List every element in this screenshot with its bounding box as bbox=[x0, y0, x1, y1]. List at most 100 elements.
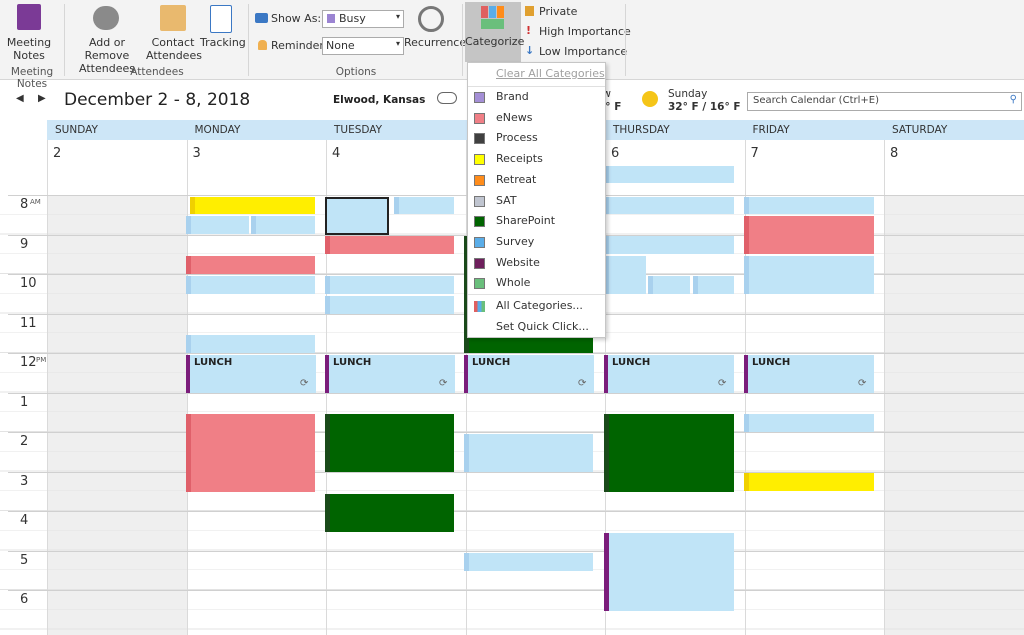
menu-item[interactable]: All Categories... bbox=[468, 296, 605, 316]
add-remove-attendees-button[interactable]: Add or Remove Attendees bbox=[79, 36, 135, 75]
reminder-value: None bbox=[326, 39, 355, 52]
lock-icon bbox=[525, 6, 534, 16]
hour-suffix: PM bbox=[36, 356, 47, 364]
appointment[interactable] bbox=[648, 276, 690, 294]
tracking-button[interactable]: Tracking bbox=[200, 36, 246, 49]
category-name: Whole bbox=[496, 276, 531, 290]
appointment[interactable] bbox=[604, 236, 734, 254]
menu-item[interactable]: SAT bbox=[468, 191, 605, 211]
high-importance-button[interactable]: High Importance bbox=[539, 25, 631, 38]
next-button[interactable]: ▶ bbox=[38, 93, 46, 104]
hour-label: 2 bbox=[20, 434, 29, 449]
appointment[interactable] bbox=[325, 414, 454, 472]
selected-slot[interactable] bbox=[325, 197, 389, 235]
hour-label: 10 bbox=[20, 276, 37, 291]
category-swatch bbox=[474, 174, 485, 186]
menu-item[interactable]: Website bbox=[468, 253, 605, 273]
appointment[interactable] bbox=[604, 197, 734, 214]
prev-button[interactable]: ◀ bbox=[16, 93, 24, 104]
menu-item[interactable]: eNews bbox=[468, 108, 605, 128]
low-importance-button[interactable]: Low Importance bbox=[539, 45, 628, 58]
hour-line bbox=[8, 392, 1024, 394]
recurrence-glyph: ⟳ bbox=[439, 378, 448, 389]
appointment[interactable] bbox=[186, 256, 315, 274]
day-name: THURSDAY bbox=[613, 124, 670, 136]
hour-label: 3 bbox=[20, 473, 29, 489]
recurrence-glyph: ⟳ bbox=[858, 378, 867, 389]
category-swatch bbox=[474, 92, 485, 103]
reminder-icon bbox=[258, 40, 267, 50]
lunch-appointment[interactable]: LUNCH bbox=[604, 355, 734, 393]
onenote-icon bbox=[17, 4, 41, 30]
menu-item[interactable]: Survey bbox=[468, 232, 605, 252]
cloud-icon bbox=[437, 92, 457, 104]
dropdown-arrow: ▾ bbox=[395, 39, 400, 48]
menu-separator bbox=[468, 86, 605, 87]
category-name: SharePoint bbox=[496, 214, 556, 228]
menu-separator bbox=[468, 294, 605, 295]
appointment[interactable] bbox=[325, 296, 454, 314]
appointment[interactable] bbox=[604, 414, 734, 492]
menu-item[interactable]: Process bbox=[468, 128, 605, 148]
menu-item[interactable]: Receipts bbox=[468, 149, 605, 169]
appointment[interactable] bbox=[190, 197, 315, 214]
appointment[interactable] bbox=[464, 434, 593, 472]
icon-part bbox=[497, 6, 504, 18]
category-swatch bbox=[474, 154, 485, 166]
search-placeholder: Search Calendar (Ctrl+E) bbox=[753, 95, 879, 106]
category-swatch bbox=[474, 112, 485, 124]
appointment[interactable] bbox=[186, 216, 249, 234]
show-as-icon bbox=[255, 13, 268, 23]
appointment[interactable] bbox=[744, 197, 874, 214]
location[interactable]: Elwood, Kansas bbox=[333, 94, 426, 106]
menu-item[interactable]: Brand bbox=[468, 87, 605, 107]
hour-line bbox=[8, 550, 1024, 552]
reminder-combo[interactable]: None ▾ bbox=[322, 37, 404, 55]
categorize-label: Categorize bbox=[465, 35, 525, 48]
appointment[interactable] bbox=[325, 276, 454, 294]
appointment[interactable] bbox=[186, 335, 315, 353]
menu-item-disabled: Clear All Categories bbox=[496, 67, 605, 80]
lunch-appointment[interactable]: LUNCH bbox=[186, 355, 316, 393]
appointment[interactable] bbox=[744, 414, 874, 432]
lunch-appointment[interactable]: LUNCH bbox=[464, 355, 594, 393]
appointment[interactable] bbox=[186, 276, 315, 294]
recurrence-button[interactable]: Recurrence bbox=[404, 36, 467, 49]
meeting-notes-button[interactable]: Meeting Notes bbox=[6, 36, 52, 62]
lunch-appointment[interactable]: LUNCH bbox=[325, 355, 455, 393]
category-swatch bbox=[474, 216, 485, 228]
show-as-combo[interactable]: Busy ▾ bbox=[322, 10, 404, 28]
day-date: 8 bbox=[890, 146, 899, 161]
categorize-button[interactable]: Categorize bbox=[465, 2, 525, 62]
recurrence-glyph: ⟳ bbox=[300, 378, 309, 389]
appointment[interactable] bbox=[604, 166, 734, 183]
appointment[interactable] bbox=[744, 216, 874, 254]
appointment[interactable] bbox=[604, 533, 734, 611]
menu-item[interactable]: Whole bbox=[468, 273, 605, 293]
hour-line bbox=[8, 353, 1024, 354]
separator bbox=[64, 4, 65, 76]
contact-attendees-button[interactable]: Contact Attendees bbox=[146, 36, 202, 62]
category-name: eNews bbox=[496, 110, 533, 124]
appointment[interactable] bbox=[325, 236, 454, 254]
contact-icon bbox=[160, 5, 186, 31]
appointment[interactable] bbox=[394, 197, 454, 214]
recurrence-glyph: ⟳ bbox=[578, 378, 587, 389]
appointment[interactable] bbox=[744, 473, 874, 491]
appointment[interactable] bbox=[604, 256, 646, 294]
appointment[interactable] bbox=[693, 276, 734, 294]
search-box[interactable]: Search Calendar (Ctrl+E) ⚲ bbox=[747, 92, 1022, 111]
day-name: SUNDAY bbox=[55, 124, 98, 136]
menu-item[interactable]: SharePoint bbox=[468, 211, 605, 231]
hour-label: 9 bbox=[20, 236, 29, 252]
appointment[interactable] bbox=[325, 494, 454, 532]
menu-item[interactable]: Set Quick Click... bbox=[496, 320, 589, 333]
appointment[interactable] bbox=[464, 553, 593, 571]
lunch-appointment[interactable]: LUNCH bbox=[744, 355, 874, 393]
appointment[interactable] bbox=[744, 256, 874, 294]
appointment[interactable] bbox=[186, 414, 315, 492]
appointment[interactable] bbox=[251, 216, 315, 234]
private-button[interactable]: Private bbox=[539, 5, 578, 18]
categorize-menu: Clear All Categories All Categories... S… bbox=[467, 62, 606, 338]
menu-item[interactable]: Retreat bbox=[468, 170, 605, 190]
